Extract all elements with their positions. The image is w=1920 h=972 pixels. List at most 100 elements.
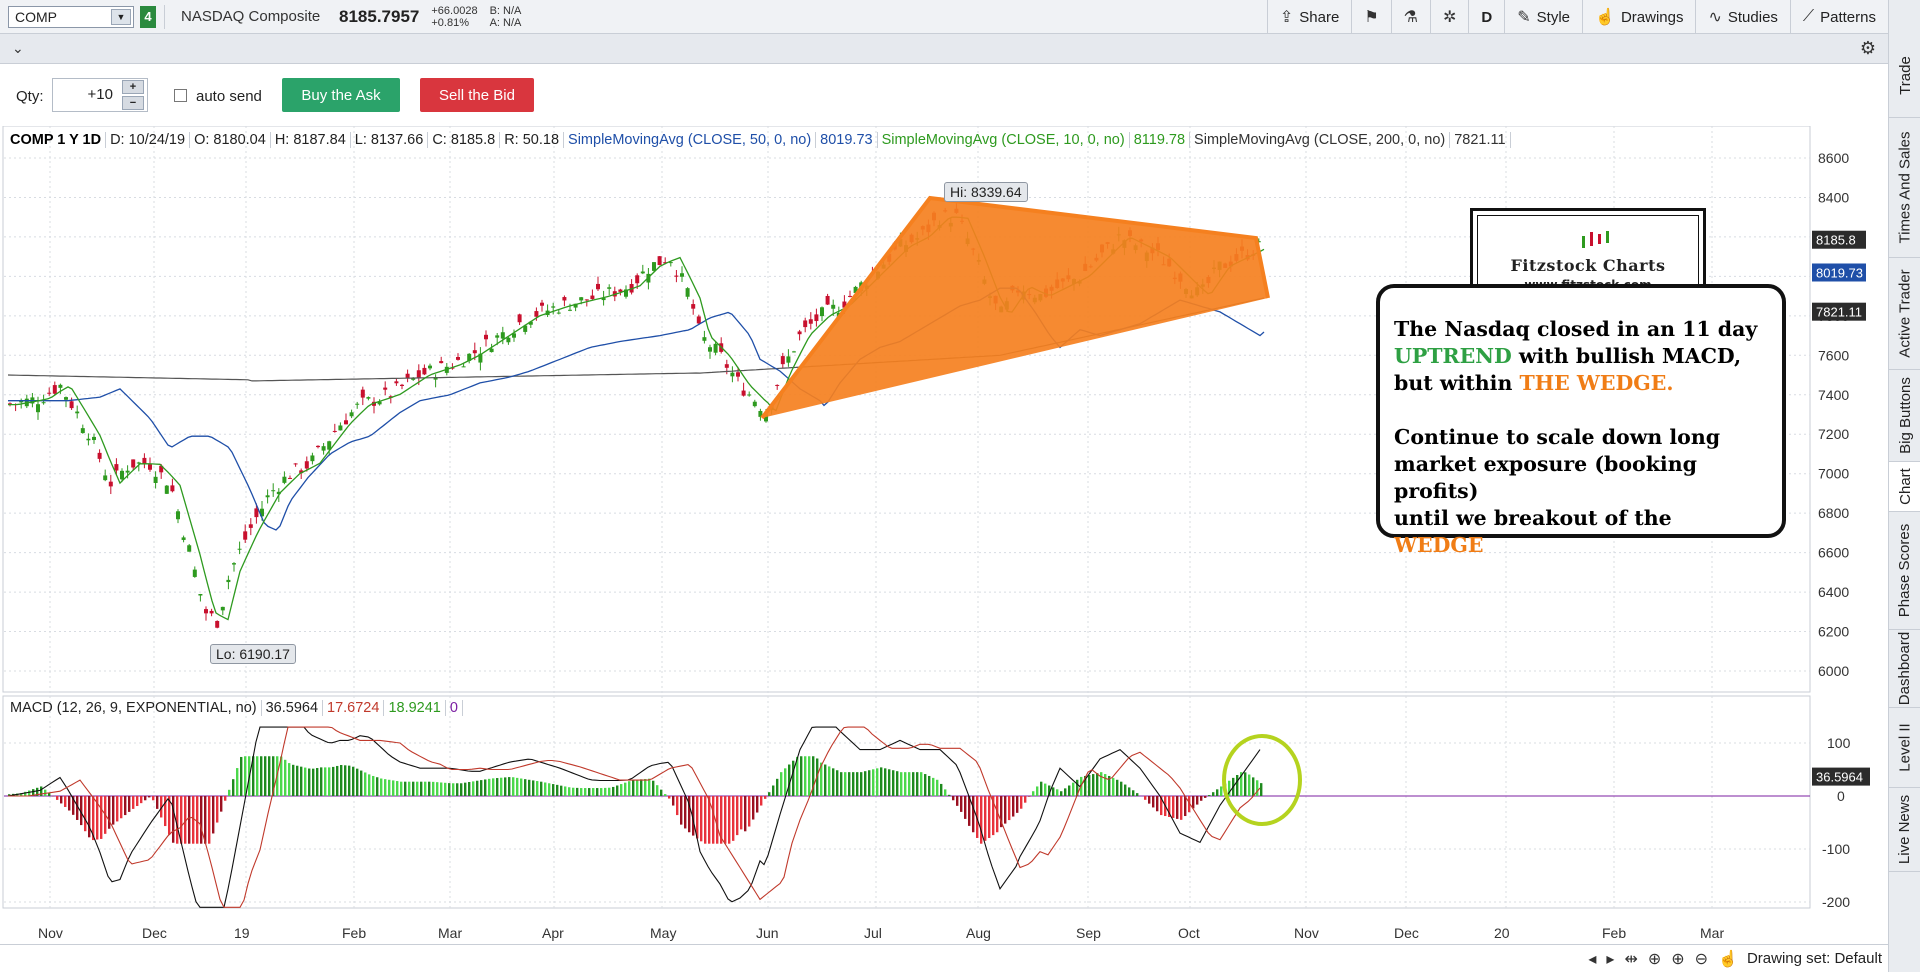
candle-body: [764, 414, 768, 422]
candle-body: [528, 321, 533, 325]
candle-body: [148, 464, 152, 470]
macd-badge-label: 36.5964: [1816, 770, 1863, 785]
plus-icon[interactable]: +: [122, 80, 144, 94]
macd-histogram-bar: [260, 756, 263, 796]
patterns-button[interactable]: ⟋ Patterns: [1789, 0, 1888, 34]
drawings-button[interactable]: ☝ Drawings: [1582, 0, 1695, 34]
scroll-left-icon[interactable]: ◂: [1588, 951, 1597, 968]
scroll-right-icon[interactable]: ▸: [1606, 951, 1615, 968]
gear-icon[interactable]: ⚙: [1859, 38, 1876, 58]
macd-histogram-bar: [1212, 792, 1215, 796]
macd-histogram-bar: [500, 777, 503, 796]
macd-histogram-bar: [8, 794, 11, 796]
macd-histogram-bar: [44, 789, 47, 796]
macd-histogram-bar: [212, 796, 215, 834]
link-group-badge[interactable]: 4: [140, 5, 156, 28]
macd-histogram-bar: [952, 796, 955, 801]
flag-button[interactable]: ⚑: [1351, 0, 1390, 34]
macd-histogram-bar: [708, 796, 711, 844]
candle-body: [786, 356, 791, 363]
macd-histogram-bar: [136, 796, 139, 807]
macd-histogram-bar: [1236, 775, 1239, 796]
collapse-chevron-icon[interactable]: ⌄: [12, 40, 24, 56]
macd-histogram-bar: [1088, 775, 1091, 796]
time-tick-label: 20: [1494, 925, 1510, 941]
patterns-label: Patterns: [1820, 8, 1876, 26]
settings-button[interactable]: ✲: [1430, 0, 1468, 34]
candle-body: [618, 289, 623, 292]
tab-chart[interactable]: Chart: [1889, 462, 1920, 512]
symbol-selector[interactable]: COMP ▼: [8, 5, 134, 28]
candle-body: [724, 364, 729, 368]
candle-body: [607, 287, 612, 289]
tab-active-trader[interactable]: Active Trader: [1889, 258, 1920, 370]
candle-body: [19, 400, 24, 403]
candle-body: [120, 470, 124, 480]
pan-hand-icon[interactable]: ☝: [1718, 951, 1738, 968]
macd-histogram-bar: [840, 772, 843, 796]
macd-histogram-bar: [528, 779, 531, 796]
tab-times-and-sales[interactable]: Times And Sales: [1889, 118, 1920, 258]
macd-histogram-bar: [1036, 786, 1039, 796]
candle-body: [366, 397, 371, 399]
candle-body: [41, 402, 46, 404]
candle-body: [36, 404, 40, 413]
minus-icon[interactable]: −: [122, 96, 144, 110]
tab-phase-scores[interactable]: Phase Scores: [1889, 512, 1920, 630]
macd-histogram-bar: [964, 796, 967, 819]
macd-histogram-bar: [848, 772, 851, 796]
candle-body: [601, 298, 606, 301]
macd-histogram-bar: [1012, 796, 1015, 817]
macd-histogram-bar: [792, 760, 795, 796]
logo-title: Fitzstock Charts: [1510, 256, 1666, 275]
candle-body: [495, 335, 500, 338]
candle-body: [209, 610, 214, 614]
zoom-out-icon[interactable]: ⊖: [1694, 951, 1709, 968]
candle-body: [383, 387, 388, 390]
macd-histogram-bar: [28, 790, 31, 796]
tab-trade[interactable]: Trade: [1889, 34, 1920, 118]
buy-ask-button[interactable]: Buy the Ask: [282, 78, 400, 112]
sell-bid-button[interactable]: Sell the Bid: [420, 78, 534, 112]
macd-histogram-bar: [396, 781, 399, 796]
auto-send-checkbox[interactable]: [174, 89, 187, 102]
crosshair-icon[interactable]: ⊕: [1647, 951, 1662, 968]
macd-histogram-bar: [1000, 796, 1003, 828]
candle-body: [640, 271, 645, 274]
drawing-set-label[interactable]: Drawing set: Default: [1746, 950, 1882, 967]
macd-histogram-bar: [40, 786, 43, 796]
macd-histogram-bar: [908, 772, 911, 796]
tab-live-news[interactable]: Live News: [1889, 788, 1920, 872]
aggregation-button[interactable]: D: [1468, 0, 1504, 34]
candle-body: [1256, 241, 1261, 243]
macd-histogram-bar: [868, 770, 871, 796]
macd-histogram-bar: [772, 785, 775, 796]
macd-histogram-bar: [648, 778, 651, 796]
macd-histogram-bar: [1168, 796, 1171, 817]
chevron-down-icon[interactable]: ▼: [111, 8, 131, 25]
macd-histogram-bar: [144, 796, 147, 801]
tab-level-ii[interactable]: Level II: [1889, 708, 1920, 788]
tab-big-buttons[interactable]: Big Buttons: [1889, 370, 1920, 462]
qty-stepper[interactable]: + −: [122, 80, 144, 110]
macd-histogram-bar: [1248, 774, 1251, 796]
tab-dashboard[interactable]: Dashboard: [1889, 630, 1920, 708]
macd-histogram-bar: [916, 772, 919, 796]
candle-body: [75, 411, 80, 414]
style-button[interactable]: ✎ Style: [1504, 0, 1582, 34]
flask-button[interactable]: ⚗: [1390, 0, 1430, 34]
candle-body: [8, 403, 12, 405]
candle-body: [517, 314, 522, 323]
macd-histogram-bar: [516, 777, 519, 796]
share-button[interactable]: ⇪ Share: [1266, 0, 1351, 34]
macd-histogram-bar: [924, 774, 927, 796]
candle-body: [422, 367, 427, 375]
macd-histogram-bar: [736, 796, 739, 836]
studies-button[interactable]: ∿ Studies: [1695, 0, 1789, 34]
expand-icon[interactable]: ⇹: [1624, 951, 1638, 968]
zoom-in-icon[interactable]: ⊕: [1671, 951, 1685, 968]
candle-body: [69, 401, 74, 409]
macd-histogram-bar: [1020, 796, 1023, 809]
macd-histogram-bar: [1064, 788, 1067, 796]
candle-body: [52, 385, 57, 394]
